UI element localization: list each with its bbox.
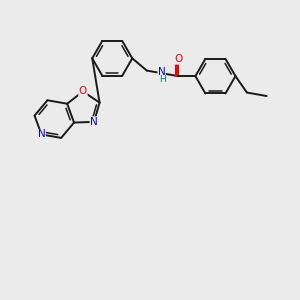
Text: H: H xyxy=(159,75,166,84)
Text: O: O xyxy=(174,54,182,64)
Text: O: O xyxy=(79,86,87,96)
Text: N: N xyxy=(90,117,98,127)
Text: N: N xyxy=(38,129,45,140)
Text: N: N xyxy=(158,67,166,77)
